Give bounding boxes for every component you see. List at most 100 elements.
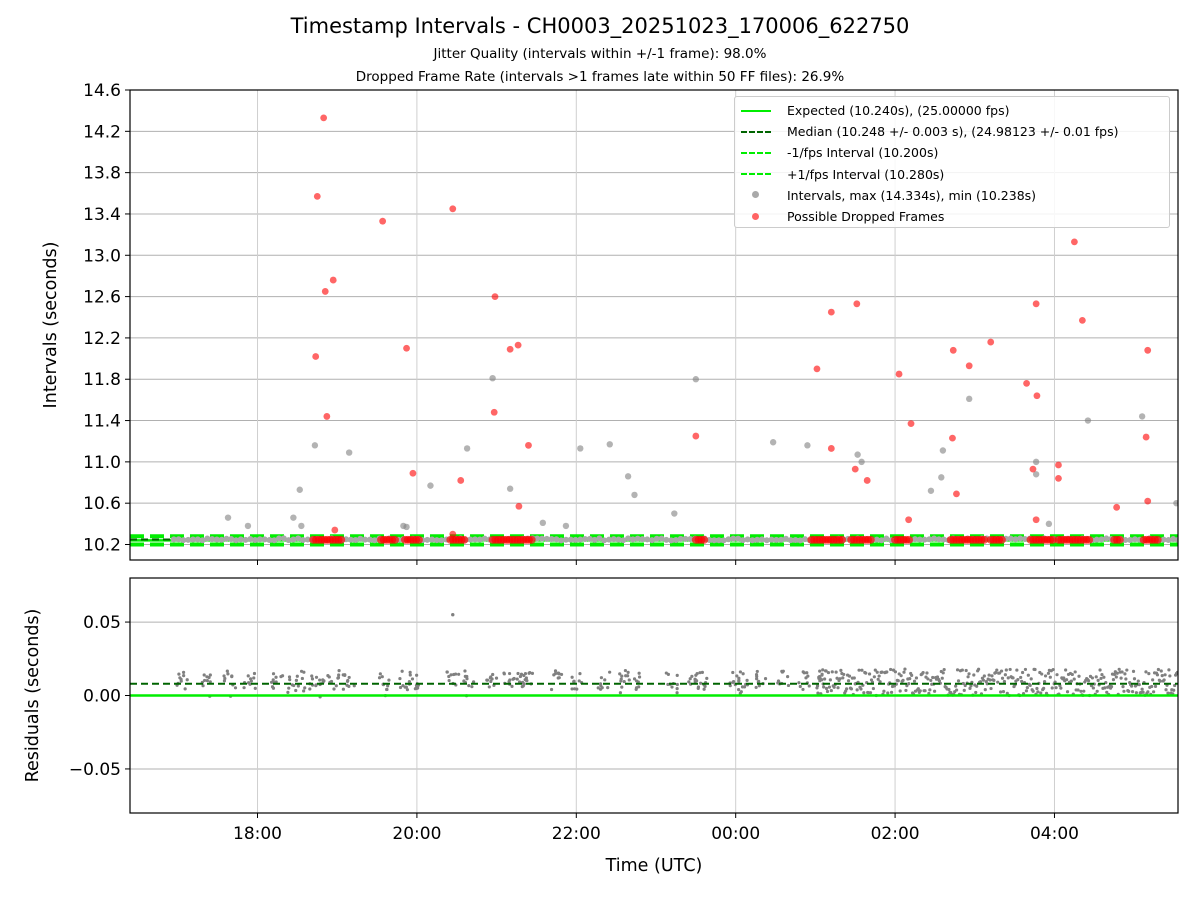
dropped-point-baseline bbox=[1185, 536, 1193, 544]
interval-point-baseline bbox=[739, 537, 746, 544]
residual-point bbox=[675, 673, 679, 677]
residual-point bbox=[618, 691, 623, 695]
residual-point bbox=[556, 671, 561, 675]
interval-point-baseline bbox=[472, 536, 479, 543]
dropped-point bbox=[506, 345, 514, 353]
residual-point bbox=[491, 672, 495, 677]
dropped-point-baseline bbox=[838, 535, 847, 544]
y-tick-label: 13.0 bbox=[83, 246, 121, 266]
residual-point bbox=[271, 686, 276, 690]
interval-point-baseline bbox=[715, 537, 722, 544]
residual-point bbox=[940, 676, 944, 680]
interval-point-baseline bbox=[433, 537, 440, 544]
interval-point bbox=[769, 439, 777, 446]
interval-point-baseline bbox=[213, 536, 220, 543]
interval-point-baseline bbox=[768, 536, 775, 543]
residual-point bbox=[696, 685, 701, 689]
residual-point bbox=[852, 676, 856, 680]
interval-point-baseline bbox=[271, 537, 278, 544]
interval-point bbox=[244, 522, 252, 530]
residual-point bbox=[182, 673, 186, 678]
dropped-point-baseline bbox=[980, 535, 989, 544]
interval-point-baseline bbox=[567, 536, 574, 543]
residual-point bbox=[1076, 688, 1080, 692]
residual-point bbox=[1136, 679, 1140, 683]
residual-point bbox=[849, 687, 854, 691]
residual-point bbox=[905, 684, 909, 688]
residual-point bbox=[600, 686, 604, 690]
residual-point bbox=[968, 686, 972, 690]
residual-point bbox=[271, 678, 275, 682]
residual-point bbox=[618, 672, 622, 676]
interval-point-baseline bbox=[577, 536, 584, 543]
interval-point bbox=[804, 442, 811, 449]
residual-point bbox=[974, 690, 978, 695]
residual-point bbox=[994, 670, 998, 675]
residual-point bbox=[310, 677, 315, 681]
residual-point bbox=[578, 672, 582, 676]
residual-point bbox=[757, 684, 761, 688]
interval-point bbox=[345, 449, 353, 456]
residual-point bbox=[975, 684, 979, 688]
residual-point bbox=[1042, 680, 1047, 684]
interval-point-baseline bbox=[1127, 536, 1134, 543]
interval-point-baseline bbox=[429, 536, 436, 543]
residual-point bbox=[755, 677, 759, 681]
interval-point-baseline bbox=[615, 536, 622, 543]
residual-point bbox=[703, 684, 707, 688]
dropped-point bbox=[491, 293, 499, 300]
y-tick-label: −0.05 bbox=[69, 760, 121, 780]
residual-point bbox=[1039, 691, 1043, 695]
residual-point bbox=[902, 670, 906, 674]
axes-layer: 10.2 10.6 11.0 11.4 11.8 12.2 12.6 13.0 13.4 13.8… bbox=[23, 81, 1179, 876]
residual-point bbox=[447, 674, 451, 679]
residual-point bbox=[987, 673, 991, 677]
legend-item-median: Median (10.248 +/- 0.003 s), (24.98123 +… bbox=[741, 121, 1163, 142]
residual-point bbox=[1043, 674, 1048, 678]
residual-point bbox=[700, 670, 704, 675]
residual-point bbox=[1124, 677, 1128, 681]
residual-point bbox=[294, 688, 298, 693]
interval-point-baseline bbox=[304, 536, 311, 543]
residual-point bbox=[942, 667, 946, 672]
dropped-point-baseline bbox=[1180, 536, 1188, 544]
residual-point bbox=[941, 671, 945, 675]
residual-point bbox=[603, 678, 607, 682]
y-tick-label: 11.8 bbox=[83, 370, 121, 390]
residual-point bbox=[1160, 674, 1164, 678]
interval-point-baseline bbox=[1170, 536, 1177, 543]
residual-point bbox=[1024, 689, 1029, 693]
residual-point bbox=[246, 674, 250, 678]
residual-point bbox=[556, 676, 560, 680]
residual-point bbox=[693, 677, 697, 681]
dropped-point bbox=[1184, 525, 1191, 532]
legend-label-median: Median (10.248 +/- 0.003 s), (24.98123 +… bbox=[787, 124, 1119, 140]
residual-point bbox=[398, 676, 402, 681]
residual-point bbox=[408, 670, 412, 674]
interval-point bbox=[506, 485, 514, 492]
dropped-point-baseline bbox=[527, 535, 536, 544]
residual-point bbox=[337, 669, 341, 673]
interval-point bbox=[311, 442, 319, 449]
residual-point bbox=[1112, 672, 1117, 676]
bottom-plot-layer bbox=[130, 613, 1178, 699]
residual-point bbox=[978, 680, 983, 684]
residual-point bbox=[1155, 673, 1160, 677]
interval-point-baseline bbox=[476, 536, 483, 543]
legend-label-dropped: Possible Dropped Frames bbox=[787, 209, 945, 225]
interval-point-baseline bbox=[252, 537, 259, 544]
dropped-point bbox=[863, 477, 871, 484]
residual-point bbox=[1046, 671, 1051, 675]
x-tick-label: 20:00 bbox=[392, 824, 441, 844]
residual-point bbox=[841, 676, 845, 680]
residual-point bbox=[637, 675, 642, 679]
residual-point bbox=[699, 681, 703, 685]
interval-point-baseline bbox=[266, 537, 273, 544]
residual-point bbox=[859, 687, 863, 691]
residual-point bbox=[998, 690, 1003, 694]
dropped-point bbox=[949, 434, 956, 442]
residual-point bbox=[1042, 686, 1046, 690]
x-tick-label: 18:00 bbox=[233, 824, 282, 844]
residual-point bbox=[637, 685, 641, 689]
residual-point bbox=[873, 668, 877, 672]
